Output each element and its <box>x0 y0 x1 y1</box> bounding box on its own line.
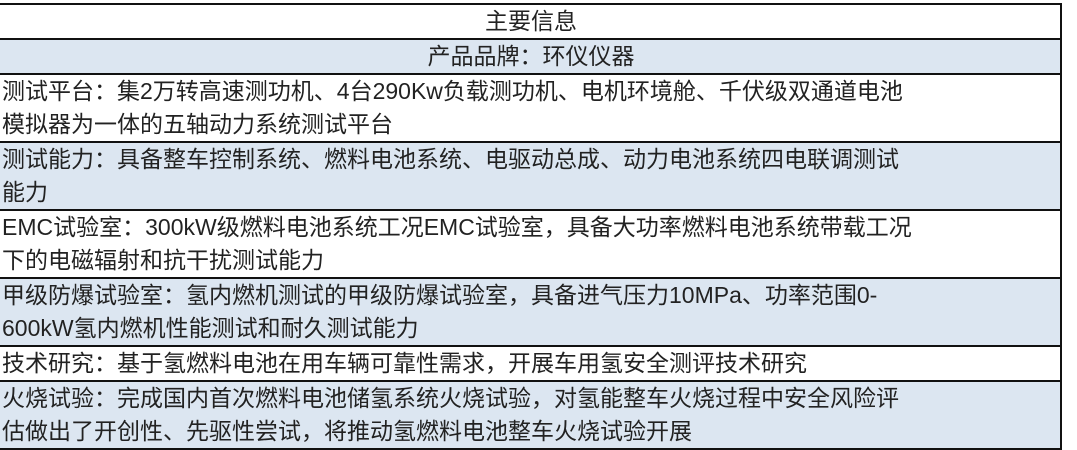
table-row: 技术研究：基于氢燃料电池在用车辆可靠性需求，开展车用氢安全测评技术研究 <box>0 347 1060 382</box>
row-text-line: 技术研究：基于氢燃料电池在用车辆可靠性需求，开展车用氢安全测评技术研究 <box>2 350 807 376</box>
row-text-line: 测试能力：具备整车控制系统、燃料电池系统、电驱动总成、动力电池系统四电联调测试 <box>2 146 899 172</box>
info-table: 主要信息 产品品牌：环仪仪器 测试平台：集2万转高速测功机、4台290Kw负载测… <box>0 3 1062 450</box>
table-row: 测试能力：具备整车控制系统、燃料电池系统、电驱动总成、动力电池系统四电联调测试能… <box>0 143 1060 211</box>
brand-text: 产品品牌：环仪仪器 <box>427 43 635 69</box>
table-row: 甲级防爆试验室：氢内燃机测试的甲级防爆试验室，具备进气压力10MPa、功率范围0… <box>0 279 1060 347</box>
row-text-line: 估做出了开创性、先驱性尝试，将推动氢燃料电池整车火烧试验开展 <box>2 418 692 444</box>
row-text-line: 模拟器为一体的五轴动力系统测试平台 <box>2 111 393 137</box>
table-row: EMC试验室：300kW级燃料电池系统工况EMC试验室，具备大功率燃料电池系统带… <box>0 211 1060 279</box>
row-text-line: 下的电磁辐射和抗干扰测试能力 <box>2 247 324 273</box>
row-text-line: 甲级防爆试验室：氢内燃机测试的甲级防爆试验室，具备进气压力10MPa、功率范围0… <box>2 282 878 308</box>
row-text-line: 能力 <box>2 179 48 205</box>
header-text: 主要信息 <box>485 8 577 34</box>
brand-row: 产品品牌：环仪仪器 <box>0 40 1060 75</box>
row-text-line: 火烧试验：完成国内首次燃料电池储氢系统火烧试验，对氢能整车火烧过程中安全风险评 <box>2 385 899 411</box>
table-header: 主要信息 <box>0 5 1060 40</box>
table-row: 火烧试验：完成国内首次燃料电池储氢系统火烧试验，对氢能整车火烧过程中安全风险评估… <box>0 382 1060 450</box>
row-text-line: 600kW氢内燃机性能测试和耐久测试能力 <box>2 315 419 341</box>
table-row: 测试平台：集2万转高速测功机、4台290Kw负载测功机、电机环境舱、千伏级双通道… <box>0 75 1060 143</box>
row-text-line: 测试平台：集2万转高速测功机、4台290Kw负载测功机、电机环境舱、千伏级双通道… <box>2 78 903 104</box>
row-text-line: EMC试验室：300kW级燃料电池系统工况EMC试验室，具备大功率燃料电池系统带… <box>2 214 912 240</box>
